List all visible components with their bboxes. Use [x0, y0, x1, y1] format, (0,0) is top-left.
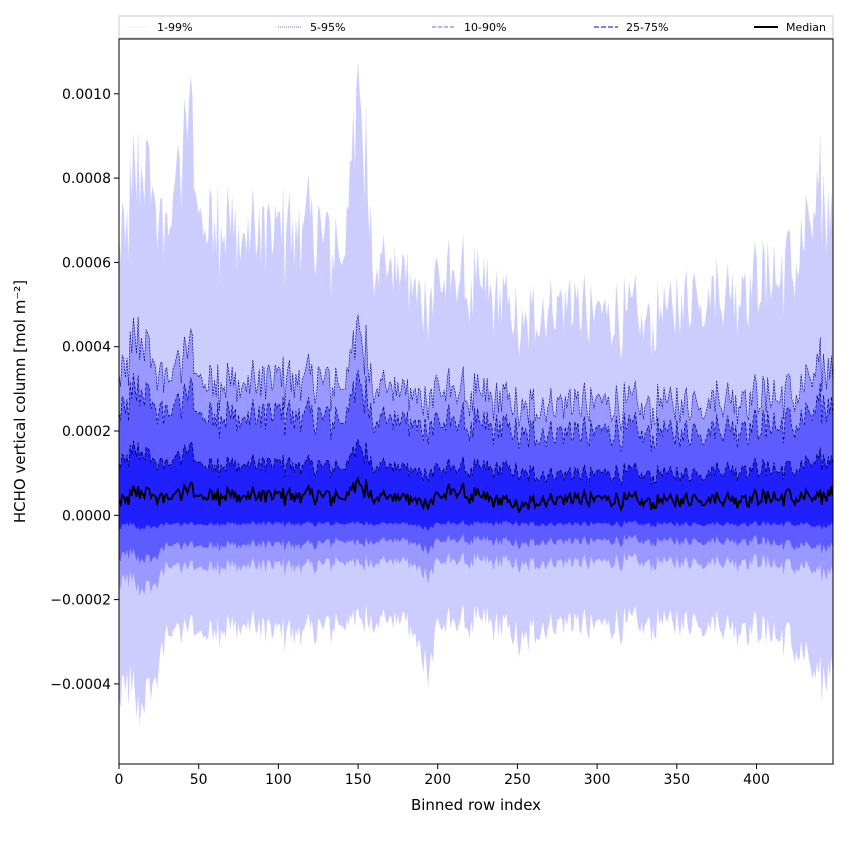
x-axis: 0 50 100 150 200 250 300 350 400 [115, 764, 770, 788]
legend-item-1-99%: 1-99% [125, 21, 192, 34]
y-axis-label: HCHO vertical column [mol m⁻²] [11, 280, 29, 523]
x-tick-label: 100 [265, 772, 292, 788]
x-tick-label: 150 [345, 772, 372, 788]
band-25-75%-upper-line [119, 438, 833, 486]
plot-frame [118, 38, 834, 765]
y-tick-label: 0.0010 [62, 87, 111, 103]
median-line [119, 476, 833, 514]
legend-item-10-90%: 10-90% [432, 21, 506, 34]
legend-item-5-95%: 5-95% [278, 21, 345, 34]
y-tick-label: 0.0002 [62, 424, 111, 440]
legend-label: Median [786, 21, 826, 34]
legend-label: 10-90% [464, 21, 506, 34]
y-tick-label: 0.0000 [62, 508, 111, 524]
x-tick-label: 0 [115, 772, 124, 788]
x-tick-label: 400 [743, 772, 770, 788]
x-tick-label: 250 [504, 772, 531, 788]
legend-label: 25-75% [626, 21, 668, 34]
band-5-95%-upper-line [119, 314, 833, 431]
y-tick-label: −0.0002 [50, 593, 111, 609]
bands-layer [119, 63, 833, 726]
x-tick-label: 200 [424, 772, 451, 788]
legend-label: 5-95% [310, 21, 345, 34]
legend: 1-99% 5-95% 10-90% 25-75% Median [118, 15, 834, 39]
y-tick-label: −0.0004 [50, 677, 111, 693]
x-tick-label: 350 [663, 772, 690, 788]
y-tick-label: 0.0006 [62, 255, 111, 271]
y-axis: −0.0004 −0.0002 0.0000 0.0002 0.0004 0.0006 0.… [50, 87, 119, 693]
band-1-99%-upper-line [119, 63, 833, 361]
x-axis-label: Binned row index [411, 796, 541, 814]
median-layer [119, 476, 833, 514]
y-tick-label: 0.0004 [62, 340, 111, 356]
x-tick-label: 50 [190, 772, 208, 788]
legend-box [118, 15, 834, 39]
legend-item-25-75%: 25-75% [594, 21, 668, 34]
legend-item-Median: Median [754, 21, 826, 34]
y-tick-label: 0.0008 [62, 171, 111, 187]
x-tick-label: 300 [584, 772, 611, 788]
legend-label: 1-99% [157, 21, 192, 34]
